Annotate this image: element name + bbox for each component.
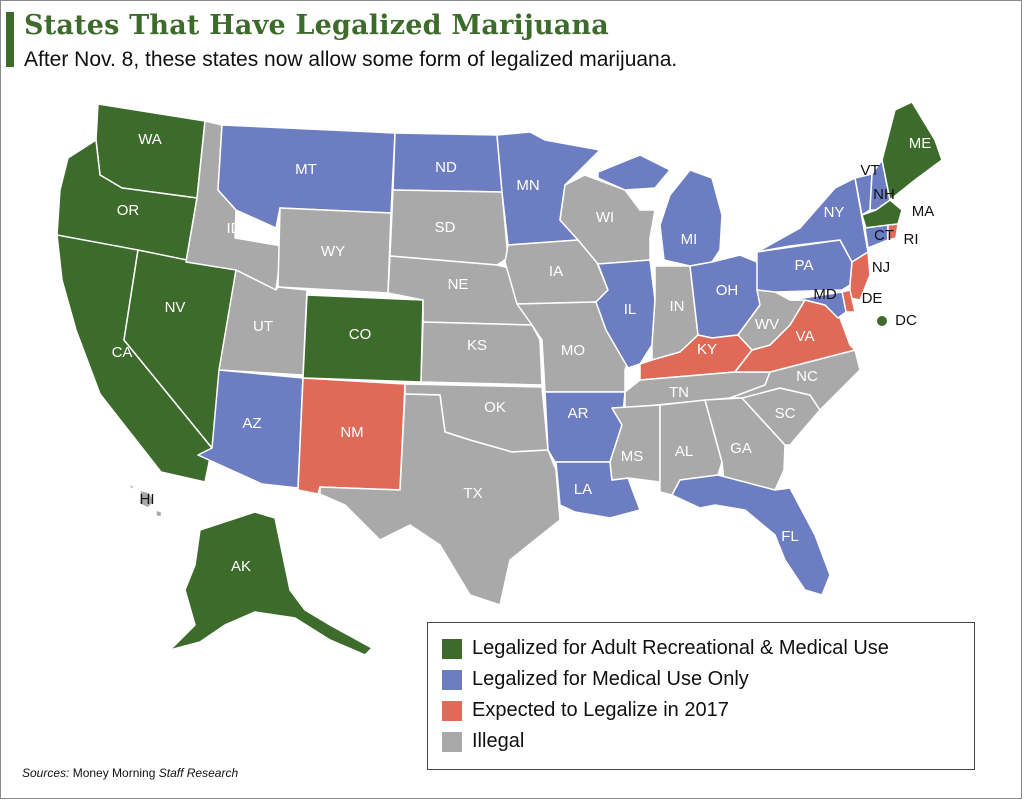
state-label-wa: WA xyxy=(138,131,162,148)
state-DC xyxy=(877,316,887,326)
state-label-ok: OK xyxy=(484,399,506,416)
state-label-md: MD xyxy=(813,286,836,303)
state-label-ri: RI xyxy=(904,231,919,248)
state-label-tx: TX xyxy=(463,485,482,502)
state-label-dc: DC xyxy=(895,312,917,329)
state-label-ks: KS xyxy=(467,337,487,354)
state-label-nj: NJ xyxy=(872,259,890,276)
state-label-nc: NC xyxy=(796,368,818,385)
state-label-ca: CA xyxy=(112,344,133,361)
state-label-nh: NH xyxy=(873,186,895,203)
state-label-wv: WV xyxy=(755,316,779,333)
state-label-ar: AR xyxy=(568,405,589,422)
state-HI xyxy=(127,483,163,518)
legend-swatch xyxy=(442,731,462,752)
legend-item-illegal: Illegal xyxy=(442,726,960,757)
state-label-co: CO xyxy=(349,326,372,343)
legend: Legalized for Adult Recreational & Medic… xyxy=(427,622,975,770)
state-label-in: IN xyxy=(670,298,685,315)
state-label-mo: MO xyxy=(561,342,585,359)
state-label-hi: HI xyxy=(140,491,155,508)
state-label-ny: NY xyxy=(824,204,845,221)
state-label-nd: ND xyxy=(435,159,457,176)
state-label-or: OR xyxy=(117,202,140,219)
state-SD xyxy=(389,189,509,266)
legend-label: Illegal xyxy=(472,730,525,752)
state-label-sc: SC xyxy=(775,405,796,422)
state-label-ms: MS xyxy=(621,448,644,465)
map-subtitle: After Nov. 8, these states now allow som… xyxy=(24,48,678,71)
source-research: Staff Research xyxy=(158,766,239,780)
state-label-ma: MA xyxy=(912,203,935,220)
state-MI-up xyxy=(597,154,671,191)
state-RI xyxy=(887,223,899,241)
state-label-wi: WI xyxy=(596,209,614,226)
state-label-mn: MN xyxy=(516,177,539,194)
state-label-il: IL xyxy=(624,301,637,318)
legend-swatch xyxy=(442,700,462,721)
state-label-ga: GA xyxy=(730,440,752,457)
state-KS xyxy=(420,321,543,386)
state-label-nm: NM xyxy=(340,424,363,441)
source-note: Sources: Money Morning Staff Research xyxy=(22,766,238,780)
state-MI xyxy=(659,169,723,267)
state-AK xyxy=(169,511,373,656)
state-label-tn: TN xyxy=(669,384,689,401)
state-label-ia: IA xyxy=(549,263,563,280)
state-label-az: AZ xyxy=(242,415,261,432)
legend-item-expected: Expected to Legalize in 2017 xyxy=(442,695,960,726)
legend-item-medical: Legalized for Medical Use Only xyxy=(442,664,960,695)
state-WI xyxy=(559,174,656,265)
map-title: States That Have Legalized Marijuana xyxy=(24,10,609,41)
legend-label: Legalized for Adult Recreational & Medic… xyxy=(472,637,889,659)
state-label-vt: VT xyxy=(860,162,879,179)
state-label-ak: AK xyxy=(231,558,251,575)
legend-label: Legalized for Medical Use Only xyxy=(472,668,749,690)
state-label-nv: NV xyxy=(165,299,186,316)
state-label-la: LA xyxy=(574,481,592,498)
state-label-mi: MI xyxy=(681,231,698,248)
title-accent-bar xyxy=(6,12,14,67)
state-label-ky: KY xyxy=(697,341,717,358)
state-label-pa: PA xyxy=(795,257,814,274)
state-MS xyxy=(609,404,661,483)
state-label-id: ID xyxy=(227,220,242,237)
legend-swatch xyxy=(442,669,462,690)
state-label-sd: SD xyxy=(435,219,456,236)
state-FL xyxy=(671,474,831,596)
source-org: Money Morning xyxy=(72,766,159,780)
state-NJ xyxy=(849,251,871,301)
legend-label: Expected to Legalize in 2017 xyxy=(472,699,729,721)
state-label-ct: CT xyxy=(874,227,894,244)
state-MD xyxy=(789,291,847,319)
state-label-me: ME xyxy=(909,135,932,152)
state-NC xyxy=(729,349,861,411)
state-label-oh: OH xyxy=(716,282,739,299)
state-label-de: DE xyxy=(862,290,883,307)
state-label-va: VA xyxy=(796,328,815,345)
source-prefix: Sources: xyxy=(22,766,73,780)
state-label-ut: UT xyxy=(253,318,273,335)
state-TX xyxy=(319,393,561,606)
state-IL xyxy=(595,259,656,369)
legend-swatch xyxy=(442,638,462,659)
state-label-wy: WY xyxy=(321,243,345,260)
state-label-mt: MT xyxy=(295,161,317,178)
state-ME xyxy=(881,101,943,201)
state-label-al: AL xyxy=(675,443,693,460)
state-label-fl: FL xyxy=(781,528,799,545)
legend-item-recreational: Legalized for Adult Recreational & Medic… xyxy=(442,633,960,664)
state-NY xyxy=(739,177,869,263)
state-label-ne: NE xyxy=(448,276,469,293)
